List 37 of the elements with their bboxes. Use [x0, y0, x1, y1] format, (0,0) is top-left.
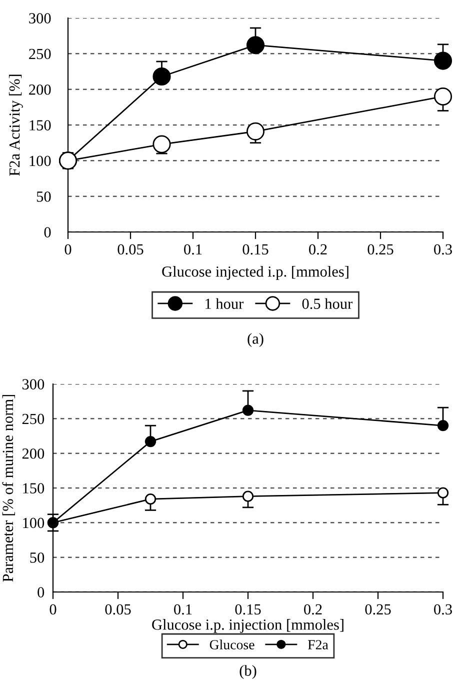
- y-tick-label: 100: [23, 518, 44, 528]
- y-tick-label: 300: [22, 379, 44, 390]
- y-tick-label: 150: [30, 120, 51, 130]
- x-tick-label: 0: [64, 244, 72, 255]
- legend-label: F2a: [308, 640, 328, 650]
- y-tick-label: 50: [30, 552, 44, 563]
- x-axis-title: Glucose i.p. injection [mmoles]: [152, 619, 344, 633]
- x-tick-label: 0.15: [235, 604, 261, 615]
- y-tick-label: 150: [23, 483, 44, 494]
- legend-label: 0.5 hour: [302, 298, 352, 310]
- y-tick-label: 300: [29, 13, 51, 24]
- y-tick-label: 50: [36, 191, 51, 202]
- y-tick-label: 250: [22, 414, 44, 424]
- y-tick-label: 100: [30, 156, 51, 166]
- y-tick-label: 200: [29, 84, 51, 95]
- x-tick-label: 0.05: [105, 604, 131, 615]
- text: (b): [240, 665, 256, 679]
- y-tick-label: 200: [22, 448, 44, 459]
- x-tick-label: 0.25: [365, 604, 391, 615]
- x-tick-label: 0.1: [184, 244, 202, 255]
- legend-label: Glucose: [210, 640, 254, 650]
- x-axis-title: Glucose injected i.p. [mmoles]: [162, 266, 348, 280]
- x-tick-label: 0.1: [174, 604, 192, 615]
- y-tick-label: 0: [44, 227, 51, 238]
- x-tick-label: 0.2: [309, 244, 327, 255]
- text: (a): [248, 333, 264, 347]
- x-tick-label: 0.3: [434, 244, 452, 255]
- x-tick-label: 0.2: [304, 604, 322, 615]
- y-tick-label: 0: [38, 587, 44, 598]
- x-tick-label: 0.3: [434, 604, 452, 615]
- x-tick-label: 0.15: [242, 244, 268, 255]
- x-tick-label: 0.05: [118, 244, 144, 255]
- legend-label: 1 hour: [206, 298, 244, 309]
- y-axis-title: F2a Activity [%]: [8, 74, 23, 176]
- x-tick-label: 0.25: [368, 244, 394, 255]
- y-axis-title: Parameter [% of murine norm]: [2, 394, 15, 582]
- y-tick-label: 250: [29, 48, 51, 60]
